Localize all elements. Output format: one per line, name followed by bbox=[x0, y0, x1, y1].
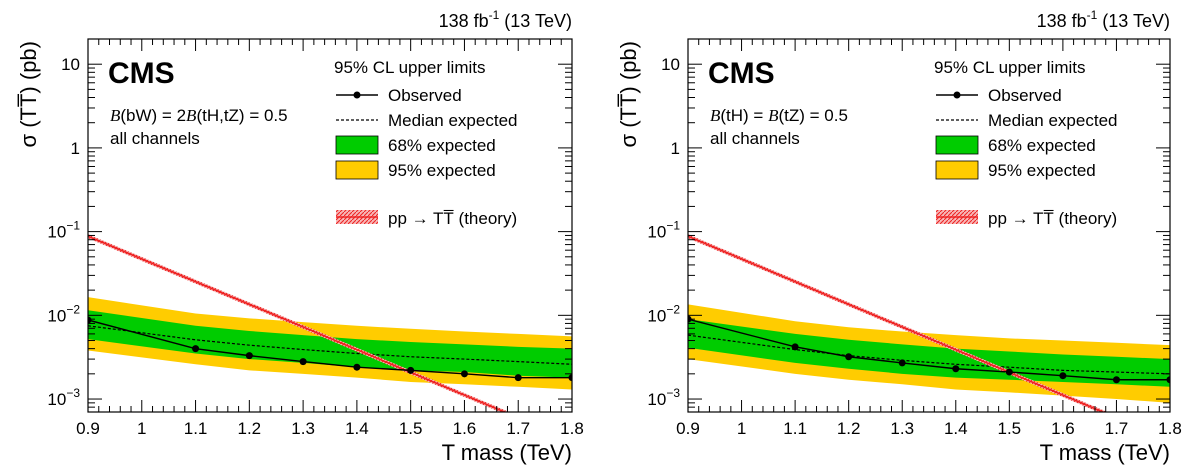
x-tick-label: 1.3 bbox=[291, 419, 315, 438]
y-tick-label: 10−3 bbox=[647, 386, 680, 409]
plot-frame bbox=[687, 38, 1171, 413]
legend-95-swatch bbox=[335, 160, 379, 180]
legend-95-swatch bbox=[935, 160, 979, 180]
lumi-label: 138 fb-1 (13 TeV) bbox=[439, 8, 572, 31]
median-expected-line bbox=[688, 334, 1170, 375]
x-tick-label: 1.1 bbox=[783, 419, 807, 438]
x-tick-label: 1.5 bbox=[399, 419, 423, 438]
x-tick-label: 1.2 bbox=[837, 419, 861, 438]
channels-label: all channels bbox=[710, 129, 800, 148]
x-tick-label: 1 bbox=[137, 419, 146, 438]
y-tick-label: 10 bbox=[661, 55, 680, 74]
observed-point bbox=[192, 345, 200, 353]
y-tick-label: 10 bbox=[61, 55, 80, 74]
legend-95-label: 95% expected bbox=[988, 161, 1096, 180]
y-tick-label: 10−1 bbox=[647, 219, 680, 242]
x-tick-label: 1.8 bbox=[1158, 419, 1182, 438]
observed-point bbox=[1166, 376, 1170, 384]
y-tick-label: 1 bbox=[71, 139, 80, 158]
right-limit-plot: 0.9 1 1.1 1.2 1.3 1.4 1.5 1.6 1.7 1.8 10 1 10−1 10−2 1… bbox=[616, 8, 1182, 465]
x-tick-label: 0.9 bbox=[676, 419, 700, 438]
observed-point bbox=[1059, 372, 1067, 380]
legend-title: 95% CL upper limits bbox=[934, 58, 1086, 77]
legend-95-label: 95% expected bbox=[388, 161, 496, 180]
observed-point bbox=[845, 353, 853, 361]
x-tick-label: 1.4 bbox=[345, 419, 369, 438]
observed-point bbox=[245, 352, 253, 360]
legend-68-label: 68% expected bbox=[388, 136, 496, 155]
legend-median-label: Median expected bbox=[388, 111, 517, 130]
cms-logo-text: CMS bbox=[108, 57, 175, 90]
y-axis-title: σ (TT̅) (pb) bbox=[616, 41, 641, 147]
legend-observed-marker bbox=[353, 91, 361, 99]
observed-point bbox=[353, 363, 361, 371]
x-tick-label: 1.7 bbox=[1105, 419, 1129, 438]
legend-observed-label: Observed bbox=[388, 86, 462, 105]
scenario-label: B(tH) = B(tZ) = 0.5 bbox=[710, 106, 848, 125]
y-tick-label: 10−2 bbox=[647, 302, 680, 325]
legend-68-swatch bbox=[335, 135, 379, 155]
plot-area bbox=[88, 234, 572, 412]
y-tick-label: 1 bbox=[671, 139, 680, 158]
x-tick-label: 1.6 bbox=[1051, 419, 1075, 438]
observed-point bbox=[88, 316, 92, 324]
x-tick-label: 1.2 bbox=[238, 419, 262, 438]
observed-point bbox=[460, 370, 468, 378]
observed-point bbox=[952, 365, 960, 373]
median-expected-line bbox=[88, 325, 572, 365]
observed-point bbox=[1005, 368, 1013, 376]
observed-point bbox=[1112, 376, 1120, 384]
band-68-expected bbox=[88, 310, 572, 378]
band-68-expected bbox=[688, 319, 1170, 387]
theory-line bbox=[88, 235, 507, 412]
legend-observed-marker bbox=[953, 91, 961, 99]
legend-68-swatch bbox=[935, 135, 979, 155]
legend-title: 95% CL upper limits bbox=[334, 58, 486, 77]
plot-frame bbox=[87, 38, 573, 413]
plot-area bbox=[688, 234, 1170, 412]
x-tick-label: 1.6 bbox=[453, 419, 477, 438]
theory-line bbox=[688, 235, 1105, 412]
y-tick-label: 10−1 bbox=[47, 219, 80, 242]
observed-point bbox=[898, 359, 906, 367]
x-tick-label: 1.7 bbox=[506, 419, 530, 438]
x-axis-title: T mass (TeV) bbox=[442, 440, 572, 465]
cms-logo-text: CMS bbox=[708, 57, 775, 90]
y-tick-label: 10−2 bbox=[47, 302, 80, 325]
x-axis-title: T mass (TeV) bbox=[1040, 440, 1170, 465]
observed-point bbox=[568, 374, 572, 382]
legend-observed-label: Observed bbox=[988, 86, 1062, 105]
x-tick-label: 1.1 bbox=[184, 419, 208, 438]
observed-point bbox=[407, 366, 415, 374]
y-tick-label: 10−3 bbox=[47, 386, 80, 409]
y-axis-title: σ (TT̅) (pb) bbox=[16, 41, 41, 147]
observed-point bbox=[514, 374, 522, 382]
left-limit-plot: 0.9 1 1.1 1.2 1.3 1.4 1.5 1.6 1.7 1.8 10 1 10−1 10−2 1… bbox=[16, 8, 584, 465]
observed-point bbox=[791, 343, 799, 351]
observed-point bbox=[299, 358, 307, 366]
x-tick-label: 1.5 bbox=[998, 419, 1022, 438]
theory-band bbox=[88, 234, 510, 412]
legend-68-label: 68% expected bbox=[988, 136, 1096, 155]
x-tick-label: 0.9 bbox=[76, 419, 100, 438]
x-tick-label: 1.3 bbox=[890, 419, 914, 438]
theory-band bbox=[688, 234, 1108, 412]
x-tick-label: 1.8 bbox=[560, 419, 584, 438]
legend-theory-label: pp → TT̅ (theory) bbox=[388, 209, 517, 228]
scenario-label: B(bW) = 2B(tH,tZ) = 0.5 bbox=[110, 106, 288, 125]
x-tick-label: 1 bbox=[737, 419, 746, 438]
lumi-label: 138 fb-1 (13 TeV) bbox=[1037, 8, 1170, 31]
channels-label: all channels bbox=[110, 129, 200, 148]
x-tick-label: 1.4 bbox=[944, 419, 968, 438]
legend-median-label: Median expected bbox=[988, 111, 1117, 130]
legend-theory-label: pp → TT̅ (theory) bbox=[988, 209, 1117, 228]
